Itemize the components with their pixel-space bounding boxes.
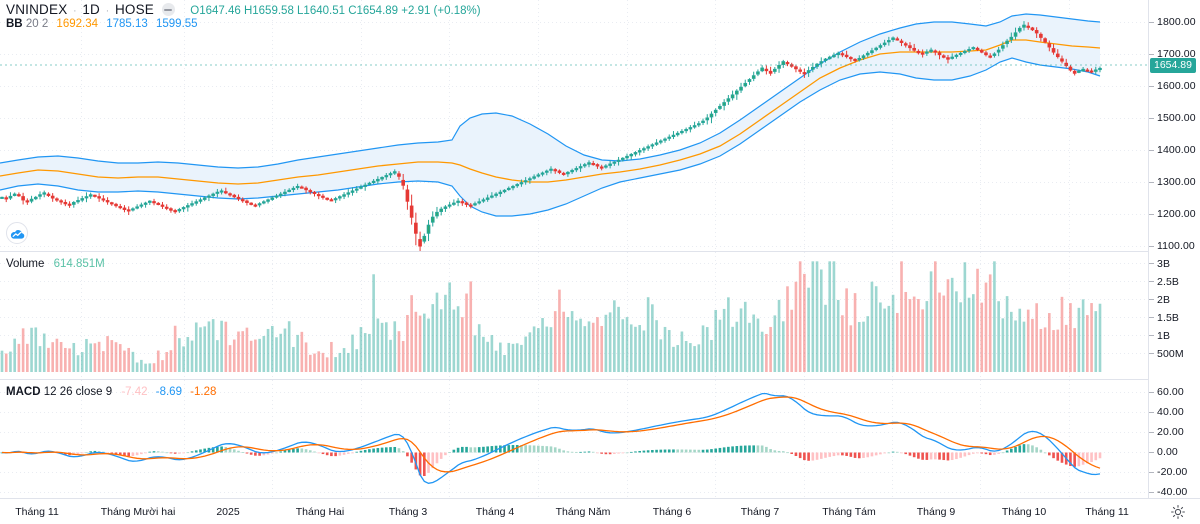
cloud-chart-icon[interactable] — [6, 222, 28, 244]
macd-histogram-value: -7.42 — [121, 386, 148, 398]
time-scale-axis[interactable]: Tháng 11 Tháng Mười hai 2025 Tháng Hai T… — [0, 498, 1200, 524]
macd-signal-series — [1, 396, 1101, 473]
macd-title: MACD — [6, 386, 41, 398]
bb-params: 20 2 — [25, 18, 49, 30]
macd-line-value: -8.69 — [155, 386, 182, 398]
symbol-interval[interactable]: 1D — [82, 2, 101, 17]
time-axis-label: Tháng 4 — [475, 506, 515, 518]
volume-indicator-legend[interactable]: Volume 614.851M — [6, 258, 105, 270]
bb-upper-value: 1785.13 — [106, 18, 148, 30]
macd-signal-value: -1.28 — [190, 386, 217, 398]
volume-bar-series — [0, 261, 1102, 372]
macd-line-series — [1, 392, 1101, 484]
eye-hide-icon[interactable] — [161, 3, 175, 16]
legend-dot-separator: · — [73, 5, 77, 17]
price-chart-svg — [0, 0, 1148, 252]
price-axis-label: 1800.00 — [1157, 16, 1196, 28]
bb-basis-line — [0, 39, 1101, 185]
macd-axis-label: 20.00 — [1157, 426, 1184, 438]
volume-axis-label: 3B — [1157, 258, 1171, 270]
volume-chart-svg — [0, 252, 1148, 380]
gear-icon[interactable] — [1170, 504, 1186, 520]
macd-axis-label: 60.00 — [1157, 386, 1184, 398]
price-axis-label: 1400.00 — [1157, 144, 1196, 156]
bb-indicator-legend[interactable]: BB 20 2 1692.34 1785.13 1599.55 — [6, 18, 198, 30]
bb-basis-value: 1692.34 — [56, 18, 98, 30]
volume-pane[interactable] — [0, 252, 1148, 380]
macd-indicator-legend[interactable]: MACD 12 26 close 9 -7.42 -8.69 -1.28 — [6, 386, 216, 398]
price-axis-label: 1500.00 — [1157, 112, 1196, 124]
time-axis-label: Tháng 9 — [916, 506, 956, 518]
macd-axis-label: 40.00 — [1157, 406, 1184, 418]
time-axis-label: Tháng Tám — [822, 506, 876, 518]
symbol-exchange[interactable]: HOSE — [114, 2, 154, 17]
legend-dot-separator: · — [105, 5, 110, 17]
macd-grid-horizontal — [0, 392, 1148, 493]
bb-lower-value: 1599.55 — [155, 18, 198, 30]
time-axis-label: Tháng 7 — [740, 506, 780, 518]
bb-title: BB — [6, 18, 23, 30]
price-axis-label: 1100.00 — [1157, 240, 1195, 252]
bb-upper-line — [0, 13, 1101, 169]
time-axis-label: Tháng 11 — [1085, 506, 1129, 518]
last-price-tag[interactable]: 1654.89 — [1150, 58, 1196, 73]
time-axis-label: Tháng Năm — [555, 506, 611, 518]
price-scale-axis[interactable]: 1800.00 1700.00 1600.00 1500.00 1400.00 … — [1148, 0, 1200, 498]
volume-grid-vertical — [81, 252, 1070, 380]
time-axis-label: Tháng 3 — [388, 506, 428, 518]
volume-axis-label: 2B — [1157, 294, 1171, 306]
macd-params: 12 26 close 9 — [43, 386, 113, 398]
pane-separator-volume-macd[interactable] — [0, 379, 1200, 380]
volume-grid-horizontal — [0, 263, 1148, 354]
volume-axis-label: 1B — [1157, 330, 1171, 342]
price-pane[interactable] — [0, 0, 1148, 252]
time-axis-label: Tháng Hai — [295, 506, 345, 518]
symbol-ticker[interactable]: VNINDEX — [6, 2, 68, 17]
time-axis-label: Tháng 10 — [1001, 506, 1047, 518]
macd-histogram-series — [0, 444, 1102, 476]
time-axis-label: 2025 — [216, 506, 240, 518]
price-axis-label: 1600.00 — [1157, 80, 1196, 92]
macd-axis-label: 0.00 — [1157, 446, 1178, 458]
price-axis-label: 1700.00 — [1157, 48, 1196, 60]
macd-axis-label: -20.00 — [1157, 466, 1188, 478]
macd-axis-label: -40.00 — [1157, 486, 1188, 498]
volume-axis-label: 1.5B — [1157, 312, 1179, 324]
ohlc-values: O1647.46 H1659.58 L1640.51 C1654.89 +2.9… — [190, 5, 481, 17]
symbol-legend[interactable]: VNINDEX · 1D · HOSE O1647.46 H1659.58 L1… — [6, 2, 481, 17]
price-axis-label: 1200.00 — [1157, 208, 1196, 220]
bb-lower-line — [0, 57, 1101, 217]
candlestick-series — [0, 21, 1102, 252]
volume-axis-label: 2.5B — [1157, 276, 1179, 288]
cloud-chart-glyph — [10, 229, 24, 239]
volume-title: Volume — [6, 258, 45, 270]
time-axis-label: Tháng Mười hai — [100, 506, 176, 518]
macd-pane[interactable] — [0, 380, 1148, 498]
volume-value: 614.851M — [53, 258, 105, 270]
macd-chart-svg — [0, 380, 1148, 498]
price-axis-label: 1300.00 — [1157, 176, 1196, 188]
pane-separator-price-volume[interactable] — [0, 251, 1200, 252]
macd-grid-vertical — [81, 380, 1070, 498]
time-axis-label: Tháng 11 — [15, 506, 59, 518]
bb-band-fill — [0, 14, 1100, 216]
volume-axis-label: 500M — [1157, 348, 1184, 360]
time-axis-label: Tháng 6 — [652, 506, 692, 518]
